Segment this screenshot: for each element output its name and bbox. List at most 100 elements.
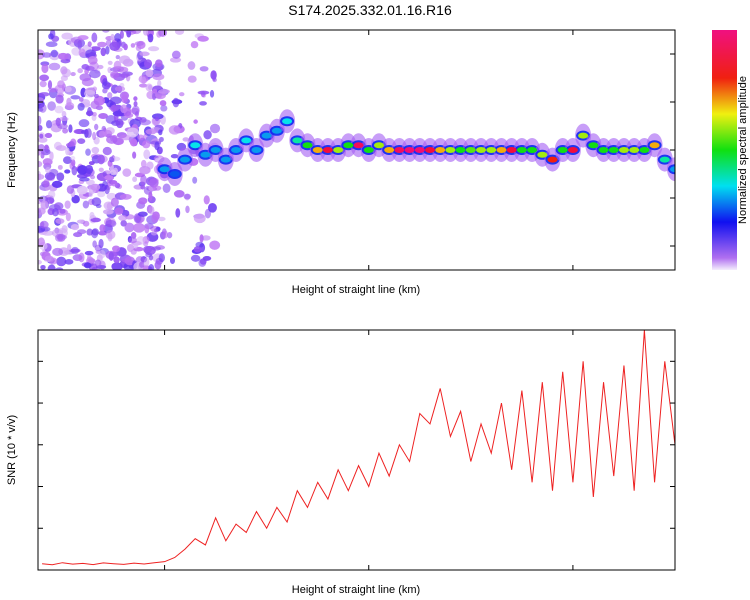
noise-blob [70,159,76,167]
ridge-point [312,147,323,153]
noise-blob [114,207,124,215]
noise-blob [193,246,202,253]
noise-blob [110,33,115,41]
noise-blob [175,208,181,218]
noise-blob [38,144,45,152]
noise-blob [57,80,65,89]
noise-blob [105,219,117,228]
noise-blob [203,130,212,140]
noise-blob [70,72,76,77]
noise-blob [98,130,106,138]
noise-blob [168,125,181,135]
noise-blob [203,195,210,205]
noise-blob [208,203,217,213]
noise-blob [107,92,113,99]
noise-blob [85,49,96,58]
noise-blob [105,127,115,135]
noise-blob [119,30,124,39]
ridge-point [506,147,517,153]
noise-blob [66,185,75,194]
noise-blob [209,89,215,98]
noise-blob [126,243,134,253]
noise-blob [54,233,64,242]
ridge-point [608,147,619,153]
noise-blob [209,240,221,250]
colorbar [712,30,737,270]
ridge-point [659,156,670,163]
noise-blob [187,61,196,70]
ridge-point [282,118,293,125]
noise-blob [108,251,114,261]
noise-blob [38,173,45,181]
noise-blob [201,235,211,241]
noise-blob [183,193,191,200]
noise-blob [179,92,185,97]
noise-blob [122,168,132,177]
noise-blob [129,138,138,147]
noise-blob [94,93,100,99]
ridge-point [414,147,425,153]
noise-blob [85,148,91,156]
noise-blob [136,236,146,245]
noise-blob [44,255,54,262]
noise-blob [133,96,138,101]
noise-blob [138,75,149,84]
noise-blob [47,80,53,90]
ridge-point [425,147,435,153]
noise-blob [169,256,176,265]
noise-blob [120,104,128,114]
noise-blob [48,62,61,71]
noise-blob [98,113,109,120]
noise-blob [198,258,207,267]
noise-blob [38,115,42,126]
noise-blob [90,217,101,223]
ridge-point [670,166,675,173]
noise-blob [56,256,67,267]
spectrogram-axes [38,30,675,270]
noise-blob [38,125,43,132]
noise-blob [87,41,92,47]
noise-blob [110,169,117,176]
noise-blob [57,52,69,60]
noise-blob [157,79,162,87]
noise-blob [109,41,120,51]
noise-blob [70,155,76,161]
ridge-point [618,147,629,153]
noise-blob [148,263,155,270]
noise-blob [90,183,101,191]
noise-blob [85,179,95,186]
noise-blob [114,33,122,42]
noise-blob [94,123,99,131]
noise-blob [193,119,198,124]
noise-blob [147,33,154,43]
noise-blob [132,176,138,183]
noise-blob [162,183,171,194]
ridge-point [353,142,364,149]
ridge-point [445,147,456,153]
noise-blob [119,193,132,200]
snr-frame [37,329,676,571]
noise-blob [145,252,153,258]
noise-blob [154,59,163,68]
snr-series-line [42,330,675,566]
noise-blob [97,154,105,165]
noise-blob [70,246,80,255]
noise-blob [64,200,71,209]
noise-blob [65,147,70,156]
ridge-point [486,147,497,153]
figure-title: S174.2025.332.01.16.R16 [288,2,452,18]
noise-blob [174,30,185,35]
ridge-point [496,147,507,153]
noise-blob [70,95,81,100]
ridge-point [527,147,538,153]
noise-blob [143,133,148,140]
noise-blob [38,259,42,265]
ridge-point [251,147,262,153]
noise-blob [92,240,97,248]
noise-blob [115,55,121,60]
noise-blob [172,97,180,108]
noise-blob [81,78,94,87]
noise-blob [45,41,58,48]
noise-blob [77,229,87,235]
